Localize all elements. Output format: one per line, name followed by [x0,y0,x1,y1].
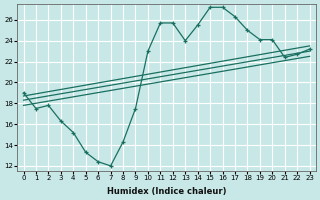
X-axis label: Humidex (Indice chaleur): Humidex (Indice chaleur) [107,187,226,196]
